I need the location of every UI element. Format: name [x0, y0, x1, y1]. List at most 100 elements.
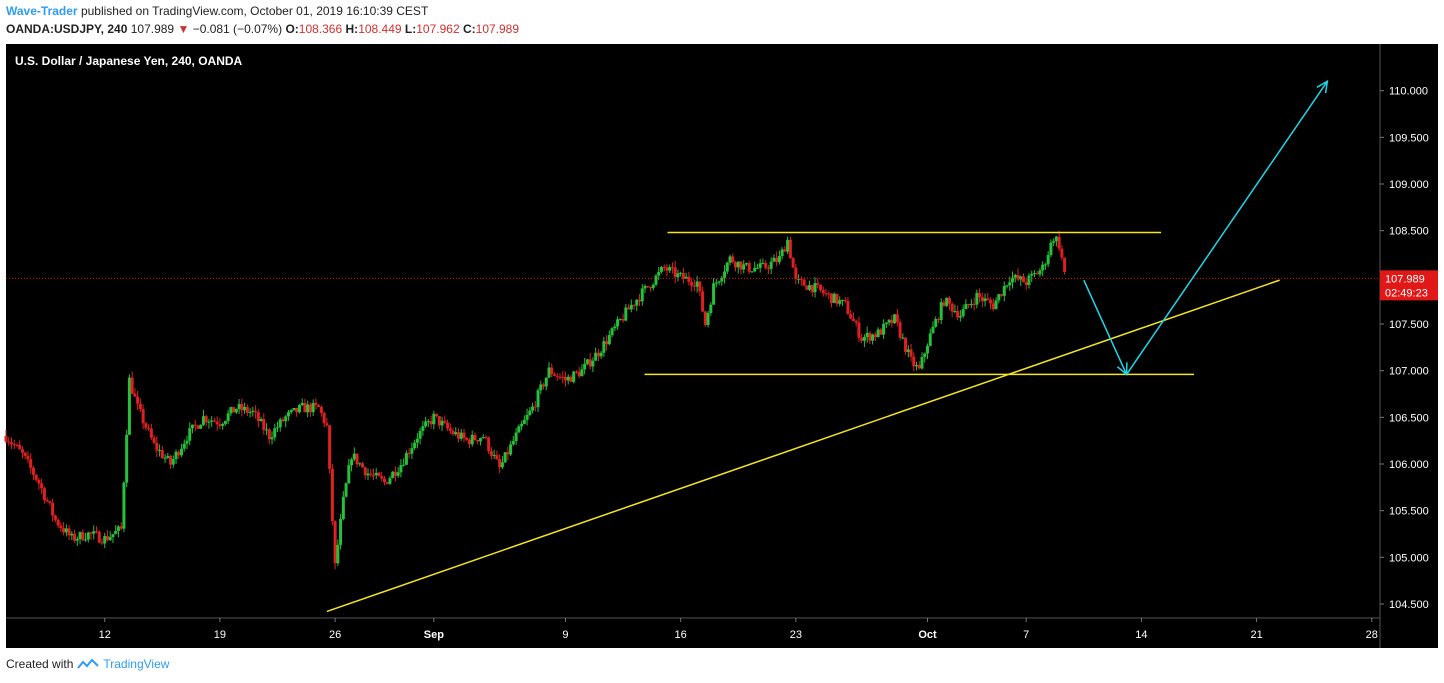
candle-body: [180, 448, 184, 456]
candle-body: [684, 276, 688, 279]
price-tick-label: 110.000: [1389, 86, 1428, 98]
created-with-text: Created with: [6, 657, 74, 671]
price-tick-label: 105.000: [1389, 552, 1429, 564]
candle-body: [958, 316, 962, 318]
candle-body: [843, 299, 847, 302]
candle-body: [563, 377, 567, 381]
time-axis-panel[interactable]: [6, 618, 1380, 648]
candle-body: [380, 476, 384, 479]
candle-body: [73, 533, 77, 541]
candle-body: [824, 293, 828, 295]
candle-body: [931, 326, 935, 334]
candle-body: [555, 375, 559, 377]
candle-body: [1011, 277, 1015, 283]
candle-body: [742, 264, 746, 270]
candle-body: [292, 407, 296, 410]
candle-body: [533, 406, 537, 408]
candle-body: [816, 282, 820, 285]
candle-body: [753, 267, 757, 272]
price-axis-panel[interactable]: [1380, 44, 1438, 648]
candle-body: [201, 416, 205, 425]
candle-body: [232, 407, 236, 413]
candle-body: [410, 448, 414, 454]
projection-arrow-up: [1125, 80, 1328, 375]
candle-body: [610, 328, 614, 336]
candle-body: [605, 341, 609, 345]
candle-body: [470, 434, 474, 445]
candle-body: [906, 349, 910, 352]
candle-body: [525, 415, 529, 420]
candle-body: [67, 528, 71, 536]
candle-body: [717, 281, 721, 283]
candle-body: [997, 294, 1001, 301]
candle-body: [536, 390, 540, 408]
candle-body: [382, 478, 386, 483]
candle-body: [887, 319, 891, 323]
candle-body: [75, 539, 79, 541]
candle-body: [336, 544, 340, 564]
candle-body: [648, 287, 652, 289]
candle-body: [92, 531, 96, 534]
candle-body: [1054, 236, 1058, 242]
candle-body: [267, 429, 271, 440]
time-tick-label: 21: [1250, 629, 1262, 641]
candle-body: [443, 420, 447, 423]
candle-body: [163, 457, 167, 459]
candle-body: [341, 496, 345, 520]
candle-body: [347, 465, 351, 484]
price-chart[interactable]: U.S. Dollar / Japanese Yen, 240, OANDA 1…: [0, 44, 1444, 648]
candle-body: [819, 284, 823, 290]
price-tick-label: 107.500: [1389, 319, 1429, 331]
candle-body: [199, 424, 203, 429]
candle-body: [363, 467, 367, 476]
candle-body: [1043, 264, 1047, 266]
candle-body: [223, 421, 227, 424]
candle-body: [972, 303, 976, 305]
tradingview-brand[interactable]: TradingView: [103, 657, 170, 671]
candle-body: [306, 404, 310, 413]
candle-body: [284, 416, 288, 422]
price-tick-label: 104.500: [1389, 599, 1429, 611]
candle-body: [462, 432, 466, 438]
candle-body: [467, 439, 471, 445]
candle-body: [251, 410, 255, 412]
candle-body: [953, 311, 957, 313]
candle-body: [547, 367, 551, 378]
candle-body: [1038, 270, 1042, 275]
candle-body: [78, 532, 82, 540]
candle-body: [492, 454, 496, 456]
candle-body: [218, 424, 222, 426]
candle-body: [975, 292, 979, 305]
candle-body: [912, 356, 916, 367]
candle-body: [1013, 274, 1017, 278]
tradingview-logo-icon: [77, 658, 100, 669]
candle-body: [352, 453, 356, 460]
projection-arrow-down: [1083, 279, 1128, 375]
candle-body: [983, 298, 987, 302]
candle-body: [1024, 282, 1028, 286]
candle-body: [26, 455, 30, 460]
candle-body: [473, 434, 477, 441]
candle-body: [956, 311, 960, 318]
candle-body: [1046, 255, 1050, 265]
candle-body: [413, 442, 417, 449]
candle-body: [775, 257, 779, 262]
price-tick-label: 106.000: [1389, 459, 1429, 471]
candle-body: [893, 314, 897, 324]
candle-body: [393, 471, 397, 476]
candle-body: [297, 405, 301, 413]
candle-body: [300, 402, 304, 406]
candle-body: [89, 532, 93, 534]
candle-body: [451, 430, 455, 435]
candle-body: [350, 459, 354, 466]
candle-body: [596, 352, 600, 357]
price-tick-label: 107.000: [1389, 366, 1429, 378]
author-link[interactable]: Wave-Trader: [6, 4, 78, 18]
chart-container[interactable]: U.S. Dollar / Japanese Yen, 240, OANDA 1…: [0, 44, 1444, 648]
candle-body: [361, 463, 365, 468]
drawings-layer[interactable]: [326, 79, 1329, 613]
price-tick-label: 105.500: [1389, 506, 1429, 518]
candle-body: [1052, 241, 1056, 243]
candle-body: [599, 352, 603, 357]
candle-body: [404, 453, 408, 465]
